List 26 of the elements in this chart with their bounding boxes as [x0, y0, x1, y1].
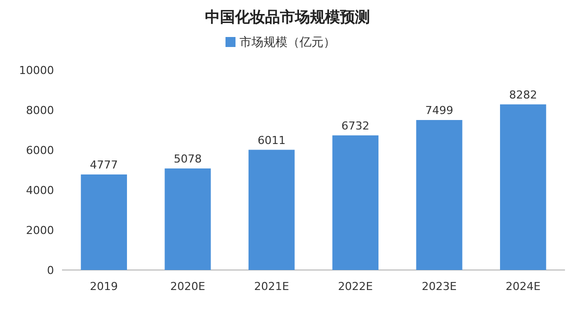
x-tick-label: 2022E [338, 280, 373, 293]
x-tick-label: 2024E [506, 280, 541, 293]
bar [332, 135, 378, 270]
x-tick-label: 2020E [170, 280, 206, 293]
data-label: 8282 [509, 88, 538, 102]
y-tick-label: 10000 [19, 64, 54, 77]
bar [500, 104, 546, 270]
data-label: 6732 [341, 119, 370, 132]
data-label: 6011 [258, 134, 286, 147]
x-tick-label: 2019 [90, 280, 118, 293]
data-label: 7499 [425, 104, 454, 118]
data-label: 5078 [174, 152, 202, 166]
y-tick-label: 0 [47, 264, 54, 277]
chart-title: 中国化妆品市场规模预测 [205, 8, 370, 26]
bar [80, 174, 127, 270]
y-tick-label: 6000 [26, 144, 54, 157]
bar [416, 120, 462, 270]
data-label: 4777 [90, 158, 118, 172]
y-tick-label: 4000 [26, 184, 54, 197]
bar [164, 168, 211, 270]
x-tick-label: 2023E [422, 280, 457, 293]
legend-label: 市场规模（亿元） [240, 35, 336, 49]
y-tick-label: 8000 [26, 104, 54, 117]
x-tick-label: 2021E [254, 280, 290, 293]
y-tick-label: 2000 [26, 224, 54, 237]
bar [248, 150, 295, 270]
